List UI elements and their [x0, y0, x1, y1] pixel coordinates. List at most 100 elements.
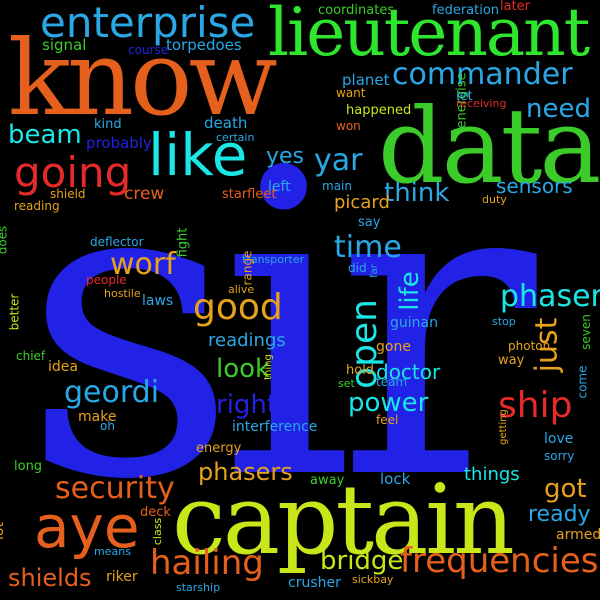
word-death: kind: [94, 117, 122, 132]
word-time: time: [334, 230, 402, 265]
word-does: reading: [14, 199, 60, 213]
word-right: right: [216, 390, 278, 420]
word-commander: commander: [392, 57, 573, 92]
word-lot: class: [151, 517, 165, 546]
word-security: security: [55, 471, 175, 506]
word-yes: yes: [266, 144, 305, 169]
word-think: think: [384, 178, 450, 208]
word-data: data: [378, 85, 600, 207]
word-thing: idea: [48, 359, 78, 375]
word-hold: thing: [262, 354, 274, 380]
word-class: deck: [140, 505, 171, 520]
word-bridge: bridge: [320, 546, 404, 576]
word-make: come: [575, 365, 590, 399]
word-starfleet: crew: [124, 184, 165, 204]
word-say: picard: [334, 192, 390, 213]
word-oh: make: [78, 409, 117, 425]
word-captain: captain: [172, 464, 515, 576]
word-help: oh: [100, 419, 115, 433]
word-photon: gone: [376, 339, 411, 355]
word-ready: ready: [528, 502, 591, 527]
word-duty: say: [358, 215, 381, 230]
word-life: life: [394, 271, 425, 311]
word-did: range: [240, 250, 255, 286]
word-coordinates: torpedoes: [166, 36, 242, 54]
word-receiving: let: [456, 89, 473, 104]
word-phasers: phasers: [198, 458, 293, 486]
word-left: starfleet: [222, 187, 277, 202]
word-laws: alive: [228, 283, 255, 296]
word-lock: away: [310, 473, 345, 488]
word-armed: lock: [380, 470, 411, 488]
word-beam: beam: [8, 120, 82, 150]
word-energy: sorry: [544, 449, 575, 463]
word-like: like: [148, 121, 248, 189]
word-good: good: [193, 287, 283, 328]
word-chief: way: [498, 353, 525, 368]
word-means: means: [94, 545, 131, 558]
word-people: far: [368, 264, 380, 278]
word-crusher: crusher: [288, 575, 341, 591]
word-sickbay: sickbay: [352, 573, 394, 586]
word-lieutenant: lieutenant: [268, 0, 590, 71]
word-energise: happened: [346, 103, 412, 118]
word-alive: hostile: [104, 287, 141, 300]
word-gone: seven: [578, 314, 593, 350]
word-transporter: fight: [175, 227, 191, 258]
word-planet: course: [128, 43, 169, 57]
word-later: federation: [432, 3, 500, 18]
word-getting: feel: [376, 413, 399, 427]
word-set: hold: [346, 363, 375, 378]
word-sorry: love: [544, 431, 574, 447]
word-crew: shield: [50, 187, 86, 201]
word-ship: ship: [498, 385, 573, 426]
word-guinan: better: [7, 293, 22, 331]
word-sir: sir: [22, 83, 537, 572]
word-enterprise: enterprise: [40, 0, 256, 47]
word-probably: certain: [216, 131, 255, 144]
word-deflector: does: [0, 225, 10, 255]
word-riker: riker: [106, 569, 138, 585]
word-far: did: [348, 261, 367, 275]
word-certain: death: [204, 114, 248, 132]
word-range: transporter: [242, 253, 305, 266]
word-signal: lot: [0, 522, 7, 540]
word-aye: aye: [34, 493, 140, 561]
word-frequencies: frequencies: [400, 541, 599, 581]
word-need: need: [526, 94, 591, 124]
word-seven: stop: [492, 315, 516, 328]
word-readings: readings: [208, 330, 286, 351]
word-feel: interference: [232, 419, 318, 435]
word-got: got: [544, 474, 587, 504]
word-deck: armed: [556, 527, 600, 543]
word-main: left: [268, 179, 291, 195]
word-power: power: [348, 388, 429, 418]
word-look: look: [216, 354, 271, 384]
word-doctor: doctor: [376, 360, 441, 384]
word-picard: main: [322, 179, 352, 193]
word-long: energy: [196, 441, 242, 456]
word-love: getting: [497, 409, 509, 445]
word-want: planet: [342, 71, 390, 89]
word-won: receiving: [456, 97, 507, 110]
word-know: know: [8, 17, 278, 139]
word-way: photon: [508, 339, 551, 353]
word-kind: won: [336, 119, 361, 133]
word-shield: probably: [86, 134, 152, 152]
word-reading: duty: [482, 193, 507, 206]
word-things: things: [464, 464, 520, 485]
word-hostile: people: [86, 273, 127, 287]
word-geordi: geordi: [64, 375, 160, 410]
word-federation: coordinates: [318, 3, 395, 18]
word-phaser: phaser: [500, 279, 600, 314]
word-worf: worf: [110, 247, 176, 282]
word-torpedoes: signal: [42, 36, 87, 54]
word-idea: chief: [16, 349, 46, 363]
word-happened: want: [336, 86, 366, 100]
word-shields: shields: [8, 564, 92, 592]
word-team: set: [338, 377, 355, 390]
word-better: laws: [142, 293, 174, 309]
word-sensors: sensors: [496, 174, 573, 198]
word-course: later: [500, 0, 531, 14]
